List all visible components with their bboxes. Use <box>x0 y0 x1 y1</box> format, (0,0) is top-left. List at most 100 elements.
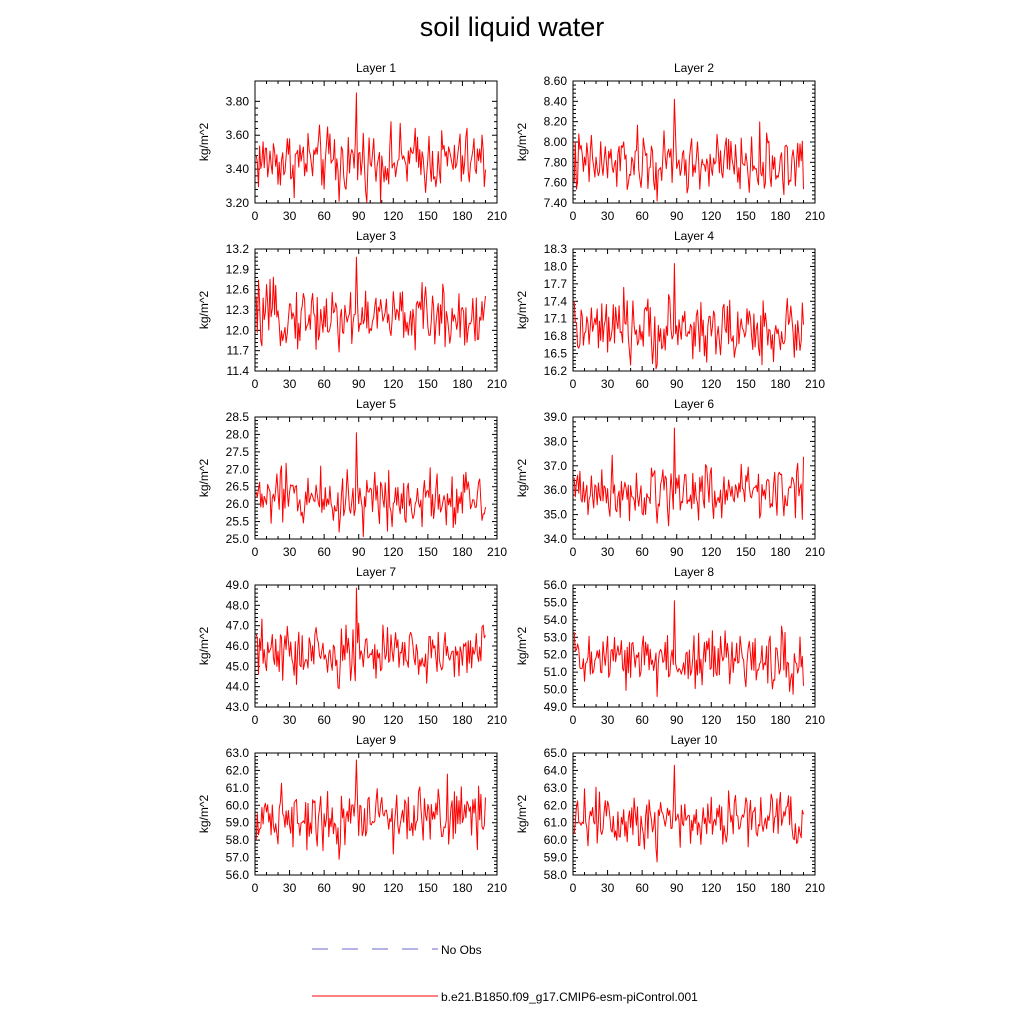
series-line <box>573 263 804 370</box>
panel-title: Layer 1 <box>356 61 396 75</box>
series-line <box>255 759 486 860</box>
y-tick-label: 3.40 <box>226 162 250 176</box>
x-tick-label: 30 <box>283 713 297 727</box>
y-tick-label: 28.0 <box>226 427 250 441</box>
x-tick-label: 90 <box>352 377 366 391</box>
y-tick-label: 54.0 <box>544 613 568 627</box>
x-tick-label: 90 <box>352 545 366 559</box>
y-tick-label: 64.0 <box>544 763 568 777</box>
y-tick-label: 3.20 <box>226 196 250 210</box>
y-tick-label: 8.20 <box>544 115 568 129</box>
y-tick-label: 53.0 <box>544 630 568 644</box>
y-tick-label: 8.00 <box>544 135 568 149</box>
x-tick-label: 120 <box>701 545 721 559</box>
y-tick-label: 16.8 <box>544 329 568 343</box>
panel-layer-8: Layer 8 0 30 60 90 120 150 180 210 49.0 50.0 51.0 52… <box>515 565 825 727</box>
x-tick-label: 0 <box>252 881 259 895</box>
x-tick-label: 60 <box>635 713 649 727</box>
x-tick-label: 60 <box>317 713 331 727</box>
y-tick-label: 25.5 <box>226 515 250 529</box>
panel-layer-10: Layer 10 0 30 60 90 120 150 180 210 58.0 59.0 60.0 6… <box>515 733 825 895</box>
x-tick-label: 60 <box>317 377 331 391</box>
x-tick-label: 180 <box>770 545 790 559</box>
x-tick-label: 120 <box>383 209 403 223</box>
y-tick-label: 57.0 <box>226 851 250 865</box>
panel-title: Layer 8 <box>674 565 714 579</box>
panel-layer-5: Layer 5 0 30 60 90 120 150 180 210 25.0 25.5 26.0 26… <box>197 397 507 559</box>
x-tick-label: 60 <box>317 545 331 559</box>
y-tick-label: 63.0 <box>544 781 568 795</box>
panel-title: Layer 5 <box>356 397 396 411</box>
x-tick-label: 180 <box>770 377 790 391</box>
x-tick-label: 0 <box>570 881 577 895</box>
y-tick-label: 7.60 <box>544 176 568 190</box>
x-tick-label: 90 <box>670 209 684 223</box>
series-line <box>255 92 486 203</box>
x-tick-label: 30 <box>283 377 297 391</box>
y-tick-label: 17.4 <box>544 294 568 308</box>
x-tick-label: 30 <box>601 713 615 727</box>
y-tick-label: 52.0 <box>544 648 568 662</box>
y-tick-label: 27.5 <box>226 445 250 459</box>
x-tick-label: 60 <box>635 881 649 895</box>
x-tick-label: 60 <box>635 377 649 391</box>
y-tick-label: 65.0 <box>544 746 568 760</box>
x-tick-label: 30 <box>601 377 615 391</box>
y-tick-label: 49.0 <box>544 700 568 714</box>
y-tick-label: 56.0 <box>544 578 568 592</box>
y-tick-label: 56.0 <box>226 868 250 882</box>
x-tick-label: 150 <box>736 377 756 391</box>
x-tick-label: 150 <box>736 545 756 559</box>
x-tick-label: 60 <box>317 209 331 223</box>
panel-title: Layer 10 <box>671 733 718 747</box>
x-tick-label: 120 <box>383 881 403 895</box>
y-tick-label: 58.0 <box>226 833 250 847</box>
x-tick-label: 120 <box>701 377 721 391</box>
x-tick-label: 120 <box>383 545 403 559</box>
y-tick-label: 18.3 <box>544 242 568 256</box>
y-tick-label: 26.0 <box>226 497 250 511</box>
x-tick-label: 150 <box>736 209 756 223</box>
y-tick-label: 58.0 <box>544 868 568 882</box>
x-tick-label: 0 <box>570 377 577 391</box>
x-tick-label: 30 <box>283 209 297 223</box>
y-tick-label: 38.0 <box>544 434 568 448</box>
x-tick-label: 90 <box>352 209 366 223</box>
y-tick-label: 16.2 <box>544 364 568 378</box>
x-tick-label: 0 <box>252 377 259 391</box>
panel-title: Layer 3 <box>356 229 396 243</box>
y-tick-label: 43.0 <box>226 700 250 714</box>
plot-frame <box>572 80 816 204</box>
x-tick-label: 180 <box>452 881 472 895</box>
x-tick-label: 210 <box>805 377 825 391</box>
x-tick-label: 0 <box>252 713 259 727</box>
plot-frame <box>572 584 816 708</box>
x-tick-label: 90 <box>670 377 684 391</box>
x-tick-label: 210 <box>487 713 507 727</box>
y-tick-label: 59.0 <box>544 851 568 865</box>
y-tick-label: 49.0 <box>226 578 250 592</box>
y-tick-label: 60.0 <box>544 833 568 847</box>
y-tick-label: 62.0 <box>544 798 568 812</box>
x-tick-label: 0 <box>570 713 577 727</box>
panel-layer-4: Layer 4 0 30 60 90 120 150 180 210 16.2 16.5 16.8 17… <box>515 229 825 391</box>
panel-layer-9: Layer 9 0 30 60 90 120 150 180 210 56.0 57.0 58.0 59… <box>197 733 507 895</box>
x-tick-label: 180 <box>770 713 790 727</box>
panel-layer-2: Layer 2 0 30 60 90 120 150 180 210 7.40 7.60 7.80 8.… <box>515 61 825 223</box>
y-axis-label: kg/m^2 <box>197 123 211 162</box>
y-tick-label: 47.0 <box>226 619 250 633</box>
y-axis-label: kg/m^2 <box>515 627 529 666</box>
y-tick-label: 35.0 <box>544 508 568 522</box>
y-tick-label: 3.60 <box>226 128 250 142</box>
y-tick-label: 7.40 <box>544 196 568 210</box>
x-tick-label: 30 <box>601 545 615 559</box>
y-tick-label: 61.0 <box>544 816 568 830</box>
x-tick-label: 30 <box>283 881 297 895</box>
x-tick-label: 60 <box>317 881 331 895</box>
x-tick-label: 210 <box>805 545 825 559</box>
x-tick-label: 150 <box>736 881 756 895</box>
plot-frame <box>254 416 498 540</box>
x-tick-label: 180 <box>452 209 472 223</box>
y-tick-label: 26.5 <box>226 480 250 494</box>
